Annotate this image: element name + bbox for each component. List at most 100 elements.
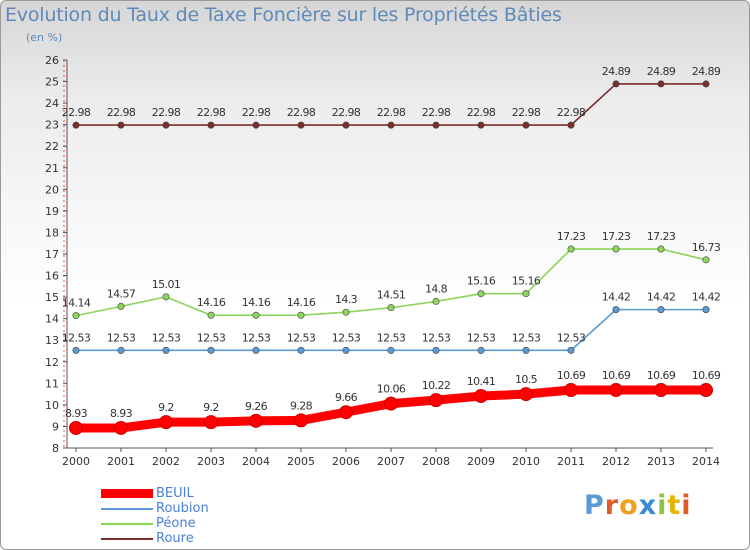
data-point (657, 80, 665, 88)
data-point (294, 413, 308, 428)
data-label: 22.98 (287, 106, 316, 119)
data-label: 14.16 (242, 296, 271, 309)
data-point (567, 121, 575, 129)
data-point (429, 393, 443, 408)
data-point (159, 415, 173, 430)
logo-letter: r (604, 490, 620, 521)
data-point (702, 256, 710, 264)
data-point (657, 245, 665, 253)
data-label: 14.42 (647, 291, 676, 304)
x-tick-label: 2008 (422, 455, 450, 468)
data-label: 15.01 (152, 278, 181, 291)
logo-letter: i (657, 490, 668, 521)
data-label: 22.98 (62, 106, 91, 119)
data-point (342, 308, 350, 316)
data-label: 10.5 (515, 373, 538, 386)
data-point (72, 312, 80, 320)
y-tick-label: 17 (45, 248, 59, 261)
data-label: 12.53 (62, 331, 91, 344)
y-tick-label: 26 (45, 54, 59, 67)
data-label: 12.53 (377, 331, 406, 344)
data-label: 17.23 (602, 230, 631, 243)
data-point (117, 121, 125, 129)
legend-swatch (101, 507, 153, 510)
data-point (387, 121, 395, 129)
y-tick-label: 11 (45, 377, 59, 390)
data-label: 9.28 (290, 399, 313, 412)
data-point (114, 420, 128, 435)
legend-item-roure: Roure (101, 531, 209, 546)
data-label: 10.22 (422, 379, 451, 392)
data-point (657, 306, 665, 314)
data-point (519, 387, 533, 402)
data-label: 9.2 (158, 401, 174, 414)
y-tick-label: 14 (45, 313, 59, 326)
x-tick-label: 2013 (647, 455, 675, 468)
data-label: 22.98 (512, 106, 541, 119)
legend-swatch (101, 537, 153, 540)
data-label: 10.06 (377, 383, 406, 396)
y-tick-label: 10 (45, 399, 59, 412)
data-label: 12.53 (467, 331, 496, 344)
x-tick-label: 2010 (512, 455, 540, 468)
x-tick-label: 2006 (332, 455, 360, 468)
data-label: 10.41 (467, 375, 496, 388)
data-point (477, 290, 485, 298)
data-point (117, 302, 125, 310)
chart-subtitle: (en %) (26, 31, 63, 44)
data-label: 24.89 (692, 65, 721, 78)
data-label: 12.53 (107, 331, 136, 344)
data-point (477, 346, 485, 354)
y-tick-label: 12 (45, 356, 59, 369)
data-point (342, 121, 350, 129)
legend-item-roubion: Roubion (101, 501, 209, 516)
data-point (117, 346, 125, 354)
y-tick-label: 22 (45, 140, 59, 153)
x-tick-label: 2007 (377, 455, 405, 468)
legend: BEUIL Roubion Péone Roure (101, 486, 209, 546)
data-label: 22.98 (422, 106, 451, 119)
logo-letter: P (584, 490, 605, 521)
data-point (252, 311, 260, 319)
data-point (69, 420, 83, 435)
data-point (207, 121, 215, 129)
logo-letter: t (667, 490, 682, 521)
y-tick-label: 9 (52, 420, 59, 433)
data-point (162, 293, 170, 301)
data-label: 9.66 (335, 391, 358, 404)
legend-swatch (101, 489, 153, 498)
y-tick-label: 24 (45, 97, 59, 110)
chart-title: Evolution du Taux de Taxe Foncière sur l… (5, 4, 562, 26)
x-tick-label: 2009 (467, 455, 495, 468)
data-label: 24.89 (602, 65, 631, 78)
data-point (432, 346, 440, 354)
data-point (252, 346, 260, 354)
data-point (654, 383, 668, 398)
x-tick-label: 2012 (602, 455, 630, 468)
x-tick-label: 2005 (287, 455, 315, 468)
data-label: 12.53 (242, 331, 271, 344)
data-label: 14.8 (425, 282, 448, 295)
data-point (567, 346, 575, 354)
data-point (249, 413, 263, 428)
legend-label: Roure (156, 531, 194, 546)
data-point (297, 121, 305, 129)
data-point (522, 346, 530, 354)
data-label: 9.2 (203, 401, 219, 414)
data-point (252, 121, 260, 129)
data-label: 14.51 (377, 289, 406, 302)
data-point (699, 383, 713, 398)
data-label: 15.16 (467, 275, 496, 288)
data-point (702, 80, 710, 88)
data-point (72, 121, 80, 129)
data-point (384, 396, 398, 411)
logo-letter: o (619, 490, 639, 521)
data-point (297, 346, 305, 354)
data-label: 22.98 (332, 106, 361, 119)
data-label: 24.89 (647, 65, 676, 78)
data-label: 10.69 (557, 369, 586, 382)
y-tick-label: 23 (45, 119, 59, 132)
logo-letter: i (681, 490, 692, 521)
x-tick-label: 2014 (692, 455, 720, 468)
